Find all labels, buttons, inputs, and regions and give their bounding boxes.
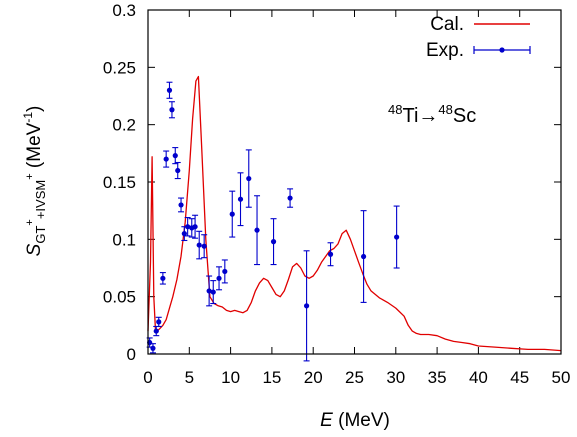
exp-point-25	[270, 218, 277, 266]
exp-point-5	[163, 150, 170, 168]
y-axis-unit2: )	[24, 106, 45, 112]
x-tick-label-0: 0	[143, 368, 152, 387]
exp-point-24	[254, 195, 261, 266]
y-tick-label-5: 0.25	[103, 58, 136, 77]
exp-point-26	[287, 188, 294, 208]
exp-point-2	[153, 325, 160, 337]
exp-point-23	[245, 149, 252, 208]
x-tick-label-7: 35	[428, 368, 447, 387]
x-tick-label-6: 30	[386, 368, 405, 387]
x-tick-label-10: 50	[552, 368, 571, 387]
exp-point-21	[229, 190, 236, 238]
exp-point-29	[360, 210, 367, 303]
y-tick-label-1: 0.05	[103, 288, 136, 307]
y-axis-s: S	[24, 243, 45, 256]
exp-point-20	[221, 259, 228, 284]
x-tick-label-4: 20	[304, 368, 323, 387]
y-tick-label-2: 0.1	[112, 230, 136, 249]
exp-point-16	[201, 234, 208, 259]
y-axis-unit-sup: -1	[21, 112, 35, 123]
annot-arrow: →	[418, 105, 438, 127]
x-axis-label: E (MeV)	[320, 410, 390, 431]
y-axis-sub1: GT	[33, 226, 48, 244]
legend-label-cal: Cal.	[430, 14, 464, 35]
series-line-cal	[147, 75, 562, 352]
x-tick-label-5: 25	[345, 368, 364, 387]
y-axis-sup2: +	[24, 173, 36, 179]
legend-label-exp: Exp.	[426, 40, 464, 61]
exp-point-22	[237, 172, 244, 227]
x-tick-label-8: 40	[469, 368, 488, 387]
exp-point-15	[196, 230, 203, 260]
exp-point-9	[174, 161, 181, 180]
tick-labels: 0 5 10 15 20 25 30 35 40 45 50 0 0.05 0.1 0.15 0.2 0.25 0…	[103, 1, 571, 387]
annot-text-b: Sc	[453, 105, 476, 127]
legend: Cal. Exp.	[426, 14, 531, 61]
exp-point-17	[206, 275, 213, 307]
x-tick-label-3: 15	[262, 368, 281, 387]
exp-point-19	[216, 266, 223, 291]
axis-ticks	[147, 9, 562, 355]
reaction-annotation: 48Ti→48Sc	[388, 102, 476, 127]
legend-swatch-exp	[473, 46, 531, 54]
y-axis-unit1: (MeV	[24, 122, 45, 173]
y-tick-label-4: 0.2	[112, 116, 136, 135]
exp-point-30	[393, 205, 400, 269]
y-tick-label-6: 0.3	[112, 1, 136, 20]
exp-point-28	[327, 242, 334, 267]
y-tick-label-0: 0	[127, 345, 136, 364]
exp-point-27	[303, 250, 310, 362]
exp-point-10	[178, 197, 185, 213]
exp-point-8	[172, 147, 179, 165]
x-tick-label-2: 10	[221, 368, 240, 387]
y-axis-sub2: +IVSM	[33, 180, 48, 219]
x-tick-label-1: 5	[185, 368, 194, 387]
x-axis-unit: (MeV)	[333, 410, 390, 431]
exp-point-14	[192, 214, 199, 239]
x-axis-var: E	[320, 410, 333, 431]
exp-point-4	[159, 272, 166, 285]
exp-point-7	[168, 101, 175, 119]
y-axis-label: SGT++IVSM+ (MeV-1)	[21, 106, 48, 257]
exp-point-18	[210, 280, 217, 305]
exp-point-1	[149, 343, 156, 354]
exp-point-3	[155, 316, 162, 328]
annot-sup-a: 48	[388, 102, 402, 117]
y-axis-sup1: +	[24, 219, 36, 225]
x-tick-label-9: 45	[510, 368, 529, 387]
annot-sup-b: 48	[438, 102, 452, 117]
series-layer	[146, 75, 562, 362]
y-tick-label-3: 0.15	[103, 173, 136, 192]
plot-frame	[147, 9, 562, 355]
exp-point-6	[166, 81, 173, 99]
annot-text-a: Ti	[402, 105, 418, 127]
exp-point-12	[184, 216, 191, 237]
